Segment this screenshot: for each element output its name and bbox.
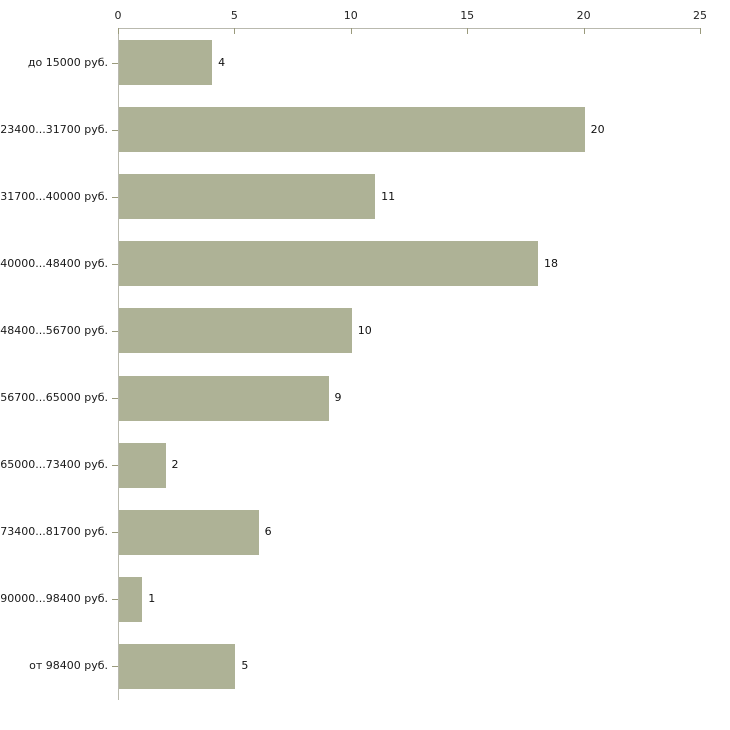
bar-value-label: 11 xyxy=(381,189,396,203)
x-axis-tick-label: 25 xyxy=(693,9,707,22)
x-axis-line xyxy=(118,28,700,29)
bar-value-label: 1 xyxy=(148,592,156,606)
y-axis-category-label: 65000...73400 руб. xyxy=(0,458,108,472)
y-axis-tick xyxy=(112,264,118,265)
bar[interactable] xyxy=(119,576,143,622)
x-axis-tick xyxy=(350,28,352,34)
y-axis-tick xyxy=(112,599,118,600)
y-axis-category-label: 48400...56700 руб. xyxy=(0,323,108,337)
bar[interactable] xyxy=(119,308,352,354)
x-axis-tick-label: 15 xyxy=(460,9,475,22)
y-axis-category-label: 56700...65000 руб. xyxy=(0,391,108,404)
x-axis-tick xyxy=(700,28,701,34)
x-axis-tick-label: 10 xyxy=(343,9,358,22)
bar-value-label: 6 xyxy=(264,525,272,539)
y-axis-tick xyxy=(112,666,118,667)
bar-value-label: 20 xyxy=(590,122,605,136)
bar-value-label: 18 xyxy=(544,256,559,270)
x-axis-tick-label: 0 xyxy=(114,9,122,22)
y-axis-tick xyxy=(112,398,118,399)
y-axis-tick xyxy=(112,197,118,198)
y-axis-category-label: 31700...40000 руб. xyxy=(0,189,108,203)
y-axis-tick xyxy=(112,63,118,64)
bar-value-label: 10 xyxy=(357,323,372,337)
bar-value-label: 2 xyxy=(171,458,179,472)
y-axis-category-label: от 98400 руб. xyxy=(29,659,108,673)
y-axis-category-label: до 15000 руб. xyxy=(27,55,108,69)
y-axis-category-label: 23400...31700 руб. xyxy=(0,122,108,136)
bar[interactable] xyxy=(119,442,166,488)
x-axis-tick xyxy=(118,28,119,34)
y-axis-tick xyxy=(112,532,118,533)
y-axis-tick xyxy=(112,465,118,466)
bar[interactable] xyxy=(119,174,376,220)
y-axis-category-label: 73400...81700 руб. xyxy=(0,525,108,539)
bar[interactable] xyxy=(119,40,213,85)
bar[interactable] xyxy=(119,643,236,689)
bar[interactable] xyxy=(119,509,259,555)
y-axis-category-label: 90000...98400 руб. xyxy=(0,592,108,606)
x-axis-tick xyxy=(234,28,236,34)
x-axis-tick-label: 5 xyxy=(230,9,238,22)
bar[interactable] xyxy=(119,107,585,153)
bar[interactable] xyxy=(119,375,329,421)
bar-value-label: 5 xyxy=(241,659,249,673)
x-axis-tick xyxy=(467,28,469,34)
bar-value-label: 4 xyxy=(218,55,226,69)
y-axis-tick xyxy=(112,331,118,332)
x-axis-tick xyxy=(583,28,585,34)
bar[interactable] xyxy=(119,241,539,287)
y-axis-tick xyxy=(112,130,118,131)
bar-value-label: 9 xyxy=(334,391,342,404)
x-axis-tick-label: 20 xyxy=(576,9,591,22)
y-axis-category-label: 40000...48400 руб. xyxy=(0,256,108,270)
y-axis-line xyxy=(118,28,119,700)
